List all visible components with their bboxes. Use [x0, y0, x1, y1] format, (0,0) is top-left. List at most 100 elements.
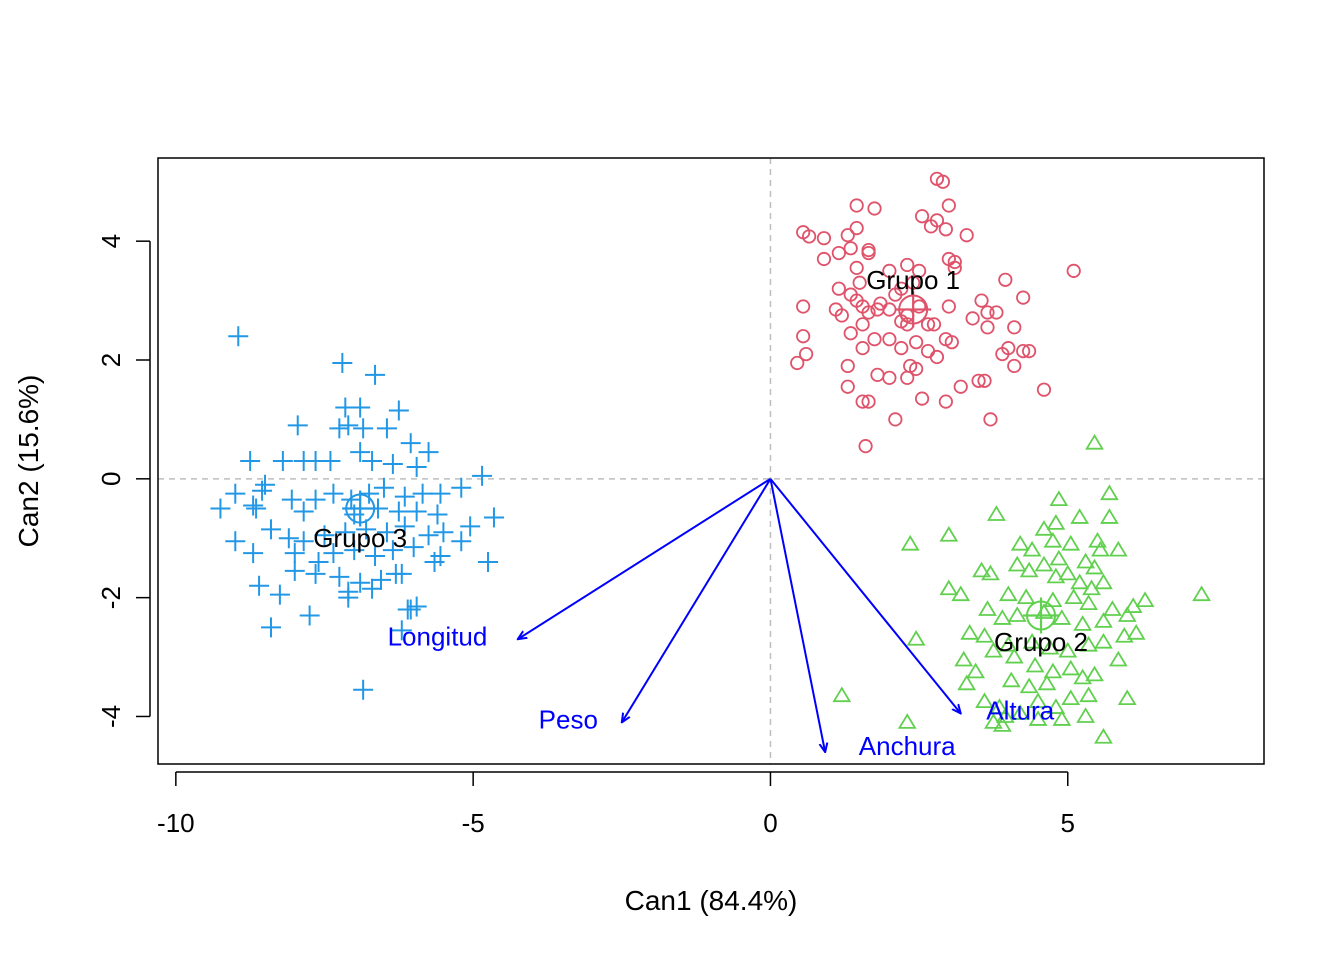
- data-point: [849, 260, 864, 276]
- data-point: [882, 332, 897, 347]
- data-point: [323, 543, 344, 564]
- data-point: [293, 501, 314, 522]
- data-point: [840, 379, 855, 394]
- data-point: [1049, 490, 1069, 507]
- data-point: [980, 320, 995, 335]
- data-point: [939, 579, 959, 596]
- data-point: [394, 516, 415, 537]
- data-point: [1043, 531, 1063, 548]
- data-point: [255, 474, 276, 495]
- data-point: [388, 400, 409, 421]
- data-point: [1037, 674, 1057, 691]
- data-point: [350, 442, 371, 463]
- y-tick-label: 4: [96, 234, 126, 248]
- data-point: [975, 692, 994, 709]
- data-point: [284, 560, 305, 581]
- data-point: [329, 566, 350, 587]
- data-point: [335, 522, 356, 543]
- data-point: [338, 415, 359, 436]
- data-point: [1117, 606, 1137, 622]
- data-point: [483, 507, 504, 528]
- data-point: [1052, 609, 1072, 625]
- data-point: [412, 483, 433, 504]
- data-point: [1022, 343, 1037, 359]
- x-tick-label: -5: [462, 808, 485, 838]
- data-point: [388, 501, 409, 522]
- data-point: [1040, 638, 1060, 655]
- data-point: [909, 335, 924, 350]
- data-point: [1010, 534, 1030, 551]
- data-point: [394, 486, 415, 507]
- data-point: [831, 245, 846, 261]
- y-tick-label: -2: [96, 586, 126, 609]
- data-point: [972, 561, 991, 578]
- data-point: [1010, 704, 1030, 720]
- data-point: [1091, 540, 1110, 557]
- data-point: [1126, 624, 1146, 640]
- data-point: [900, 534, 920, 551]
- vector-label: Altura: [986, 696, 1054, 726]
- data-point: [984, 713, 1003, 729]
- data-point: [855, 394, 870, 409]
- data-point: [287, 415, 308, 436]
- vector-label: Longitud: [388, 621, 488, 651]
- data-point: [888, 412, 903, 427]
- data-point: [1073, 615, 1093, 631]
- data-point: [855, 341, 870, 356]
- data-point: [1061, 689, 1081, 706]
- data-point: [861, 305, 876, 320]
- data-point: [240, 451, 261, 471]
- data-point: [938, 222, 953, 237]
- data-point: [249, 575, 270, 596]
- vector-arrow: [518, 477, 771, 639]
- data-point: [305, 563, 326, 584]
- x-tick-label: 5: [1061, 808, 1075, 838]
- data-point: [1028, 710, 1048, 726]
- data-point: [1046, 514, 1066, 530]
- data-point: [1064, 588, 1084, 605]
- data-point: [977, 373, 992, 388]
- data-point: [995, 346, 1010, 362]
- group-label: Grupo 3: [313, 523, 407, 553]
- data-point: [867, 201, 882, 216]
- data-point: [1192, 585, 1211, 602]
- data-point: [341, 489, 362, 510]
- data-point: [926, 317, 942, 332]
- data-point: [1022, 632, 1042, 649]
- data-point: [424, 552, 445, 572]
- vector-label: Peso: [539, 704, 598, 734]
- data-point: [293, 451, 314, 471]
- y-tick-label: 0: [96, 472, 126, 486]
- data-point: [998, 272, 1013, 287]
- data-point: [299, 605, 320, 626]
- data-point: [1085, 558, 1104, 575]
- data-point: [944, 335, 959, 350]
- data-point: [929, 349, 945, 365]
- data-point: [900, 257, 915, 273]
- data-point: [935, 174, 951, 189]
- data-point: [228, 326, 249, 347]
- data-point: [1043, 662, 1063, 679]
- data-point: [225, 531, 246, 552]
- data-point: [987, 505, 1006, 521]
- data-point: [382, 540, 403, 561]
- data-point: [1061, 534, 1081, 551]
- data-point: [941, 198, 956, 213]
- group-label: Grupo 2: [994, 627, 1088, 657]
- data-point: [1108, 650, 1128, 667]
- data-point: [816, 231, 832, 246]
- data-point: [272, 451, 293, 471]
- series-3: [210, 326, 504, 700]
- data-point: [350, 397, 371, 418]
- data-point: [460, 516, 481, 537]
- data-point: [974, 293, 989, 308]
- data-point: [314, 525, 335, 546]
- data-point: [1019, 677, 1039, 694]
- data-point: [1073, 668, 1093, 685]
- data-point: [983, 412, 998, 427]
- data-point: [427, 504, 448, 525]
- data-point: [939, 526, 959, 542]
- data-point: [403, 537, 424, 558]
- data-point: [951, 585, 971, 602]
